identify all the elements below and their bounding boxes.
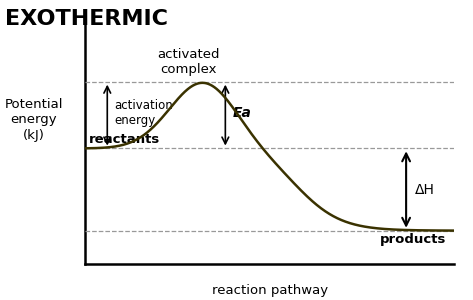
Text: products: products <box>380 233 447 246</box>
Text: reaction pathway: reaction pathway <box>211 284 328 297</box>
Text: ΔH: ΔH <box>415 183 435 196</box>
Text: Ea: Ea <box>233 106 252 120</box>
Text: Potential
energy
(kJ): Potential energy (kJ) <box>5 98 63 142</box>
Text: EXOTHERMIC: EXOTHERMIC <box>5 9 168 29</box>
Text: activation
energy: activation energy <box>114 99 174 127</box>
Text: reactants: reactants <box>89 133 160 146</box>
Text: activated
complex: activated complex <box>157 48 219 76</box>
